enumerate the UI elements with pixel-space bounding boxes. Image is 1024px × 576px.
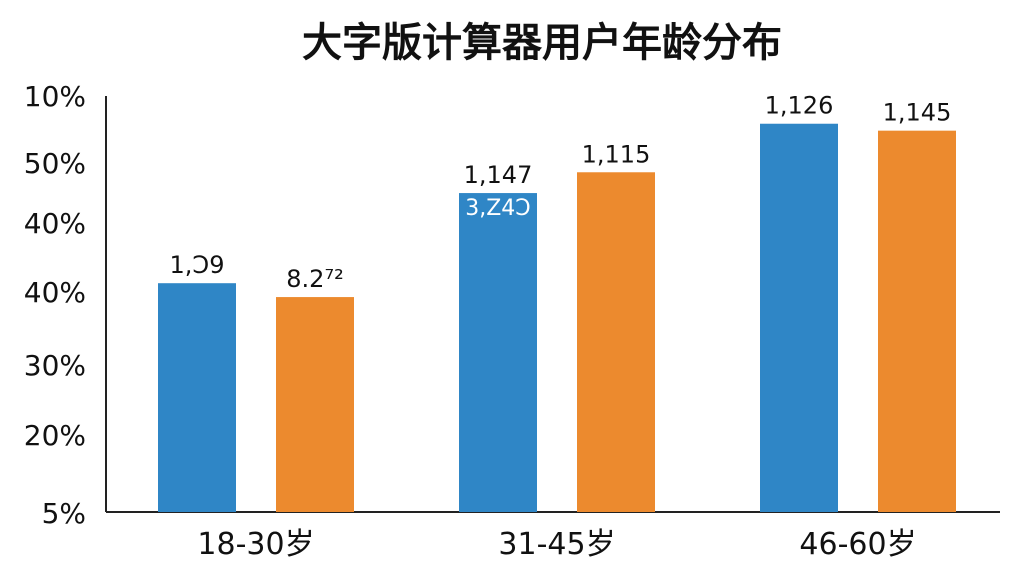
y-tick-label: 20% <box>24 419 86 452</box>
y-tick-label: 40% <box>24 207 86 240</box>
bar-series1-1 <box>158 283 236 512</box>
inner-data-label: 3,Z4Ɔ <box>465 196 531 221</box>
bar-series2-2 <box>577 172 655 512</box>
y-tick-label: 50% <box>24 147 86 180</box>
bars: 1,Ɔ9 1,147 3,Z4Ɔ 1,126 8.2⁷² 1,115 1,145 <box>158 92 956 513</box>
y-axis-ticks: 5% 20% 30% 40% 40% 50% 10% <box>24 80 86 530</box>
bar-series1-3 <box>760 123 838 512</box>
data-label: 1,126 <box>765 92 834 120</box>
y-tick-label: 10% <box>24 80 86 113</box>
bar-series2-3 <box>878 130 956 512</box>
data-label: 1,Ɔ9 <box>169 251 224 279</box>
x-axis-labels: 18-30岁 31-45岁 46-60岁 <box>197 527 916 562</box>
data-label: 1,145 <box>883 99 952 127</box>
x-tick-label: 46-60岁 <box>799 527 916 562</box>
y-tick-label: 5% <box>42 497 86 530</box>
bar-series2-1 <box>276 297 354 512</box>
data-label: 1,147 <box>464 161 533 189</box>
bar-series1-2 <box>459 193 537 513</box>
y-tick-label: 30% <box>24 349 86 382</box>
x-tick-label: 31-45岁 <box>498 527 615 562</box>
data-label: 8.2⁷² <box>286 265 343 293</box>
x-tick-label: 18-30岁 <box>197 527 314 562</box>
data-label: 1,115 <box>582 140 651 168</box>
y-tick-label: 40% <box>24 276 86 309</box>
chart-title: 大字版计算器用户年龄分布 <box>302 20 782 66</box>
